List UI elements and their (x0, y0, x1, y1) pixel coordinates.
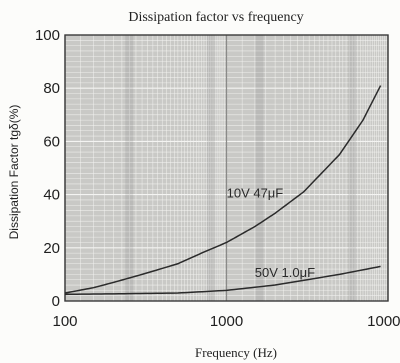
x-axis-label: Frequency (Hz) (195, 345, 277, 360)
y-tick-label: 40 (43, 187, 60, 204)
y-tick-label: 80 (43, 80, 60, 97)
y-tick-label: 0 (52, 293, 60, 310)
y-axis-label: Dissipation Factor tgδ(%) (7, 105, 21, 240)
y-tick-label: 60 (43, 133, 60, 150)
chart-title: Dissipation factor vs frequency (128, 10, 303, 25)
series-label-2: 50V 1.0μF (255, 265, 315, 280)
y-tick-label: 100 (35, 27, 60, 44)
x-tick-label: 100 (52, 313, 77, 330)
grid-shade-band (348, 35, 357, 301)
series-line-1 (64, 85, 382, 294)
series-label-1: 10V 47μF (227, 185, 284, 200)
series-line-2 (64, 265, 381, 296)
y-tick-label: 20 (43, 240, 60, 257)
plot-frame (64, 34, 389, 302)
x-tick-label: 1000 (210, 313, 243, 330)
grid-shade-band (255, 35, 264, 301)
grid-shade-band (125, 35, 134, 301)
grid-shade-band (206, 35, 215, 301)
